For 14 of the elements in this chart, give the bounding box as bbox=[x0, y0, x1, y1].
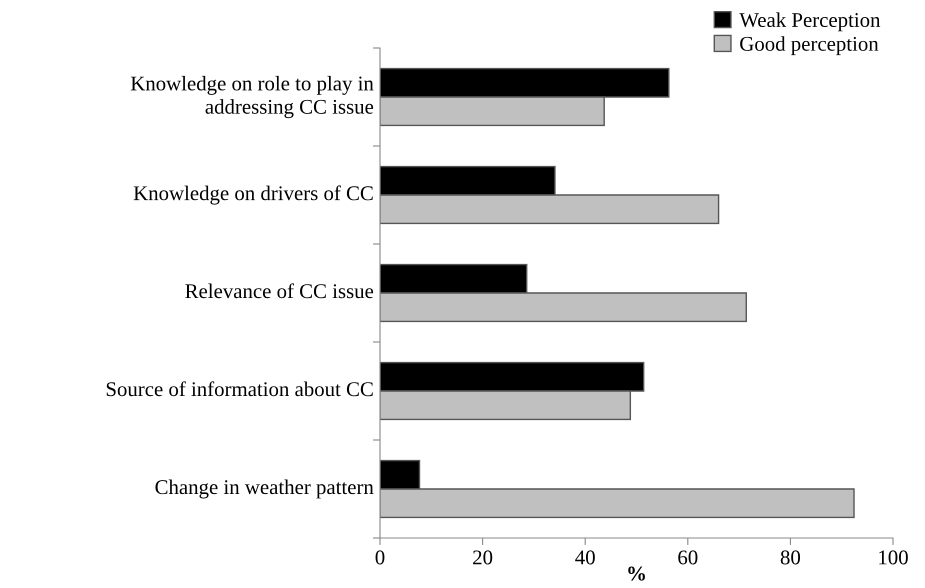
y-tick-label: Change in weather pattern bbox=[155, 480, 374, 498]
x-tick-label: 40 bbox=[575, 550, 595, 564]
y-tick-label: Knowledge on role to play in addressing CC issue bbox=[130, 76, 374, 118]
y-tick-label: Knowledge on drivers of CC bbox=[134, 185, 373, 205]
x-tick-label: 20 bbox=[473, 550, 492, 564]
x-tick-label: 0 bbox=[376, 550, 384, 564]
x-axis-title: % bbox=[628, 566, 645, 581]
x-tick-label: 100 bbox=[879, 550, 908, 564]
x-tick-label: 60 bbox=[678, 550, 698, 564]
y-tick-label: Relevance of CC issue bbox=[185, 283, 374, 298]
legend-label: Good perception bbox=[740, 36, 878, 56]
legend-label: Weak Perception bbox=[739, 12, 880, 32]
y-tick-label: Source of information about CC bbox=[106, 381, 373, 396]
x-tick-label: 80 bbox=[780, 550, 800, 564]
